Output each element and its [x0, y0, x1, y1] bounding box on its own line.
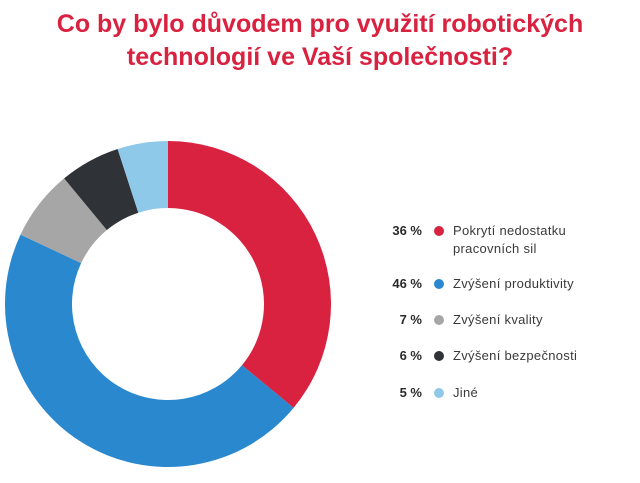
legend-swatch [434, 351, 444, 361]
chart-legend: 36 % Pokrytí nedostatku pracovních sil 46 %… [372, 0, 640, 483]
legend-value: 7 % [399, 312, 422, 327]
legend-item: 46 % Zvýšení produktivity [372, 275, 640, 293]
donut-chart [5, 141, 331, 467]
legend-label: Zvýšení produktivity [453, 275, 574, 293]
legend-item: 5 % Jiné [372, 384, 640, 402]
legend-label-line: Pokrytí nedostatku [453, 223, 567, 238]
donut-slice-1 [168, 141, 331, 408]
legend-label-line: Zvýšení bezpečnosti [453, 348, 578, 363]
chart-title-line-1: Co by bylo důvodem pro využití robotický… [56, 10, 584, 38]
legend-value: 6 % [399, 348, 422, 363]
donut-slice-3 [20, 178, 107, 264]
legend-label-line: Jiné [453, 385, 479, 400]
legend-label-line: pracovních sil [453, 241, 537, 256]
legend-swatch [434, 315, 444, 325]
chart-title-line-2: technologií ve Vaší společnosti? [126, 43, 514, 71]
legend-value: 46 % [392, 276, 422, 291]
legend-label: Pokrytí nedostatku pracovních sil [453, 222, 566, 258]
legend-swatch [434, 226, 444, 236]
donut-slice-2 [5, 234, 294, 467]
legend-item: 36 % Pokrytí nedostatku pracovních sil [372, 222, 640, 258]
donut-slice-5 [117, 141, 168, 213]
donut-slice-4 [64, 148, 139, 231]
legend-item: 7 % Zvýšení kvality [372, 311, 640, 329]
legend-label-line: Zvýšení produktivity [453, 276, 574, 291]
legend-swatch [434, 388, 444, 398]
legend-item: 6 % Zvýšení bezpečnosti [372, 347, 640, 365]
legend-value: 5 % [399, 385, 422, 400]
legend-label: Zvýšení kvality [453, 311, 543, 329]
legend-label: Zvýšení bezpečnosti [453, 347, 577, 365]
chart-title: Co by bylo důvodem pro využití robotický… [0, 8, 640, 74]
legend-value: 36 % [392, 223, 422, 238]
legend-label: Jiné [453, 384, 478, 402]
legend-swatch [434, 279, 444, 289]
legend-label-line: Zvýšení kvality [453, 312, 543, 327]
